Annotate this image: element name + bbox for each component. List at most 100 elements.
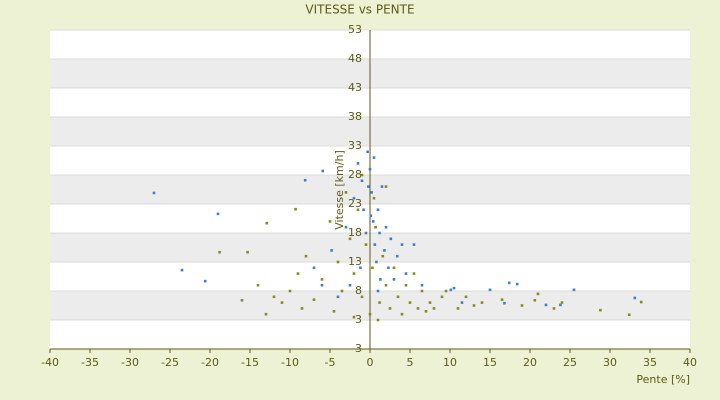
- point: [488, 288, 492, 292]
- point: [428, 301, 432, 304]
- point: [503, 301, 506, 305]
- point: [294, 207, 297, 211]
- point: [364, 231, 368, 235]
- x-axis-title: Pente [%]: [636, 373, 690, 386]
- x-tick-label: 30: [603, 356, 617, 369]
- point: [560, 301, 564, 304]
- point: [408, 301, 412, 304]
- point: [633, 296, 637, 300]
- point: [370, 191, 373, 194]
- point: [472, 304, 476, 307]
- point: [264, 312, 268, 316]
- point: [378, 231, 381, 235]
- point: [352, 272, 356, 275]
- point: [392, 278, 396, 281]
- point: [424, 310, 428, 313]
- point: [420, 289, 424, 293]
- point: [180, 268, 184, 272]
- point: [396, 295, 400, 299]
- point: [336, 295, 340, 299]
- point: [533, 298, 537, 302]
- point: [376, 318, 380, 322]
- point: [400, 243, 404, 246]
- point: [559, 303, 562, 307]
- point: [272, 295, 276, 299]
- y-tick-label: 48: [348, 52, 362, 65]
- point: [320, 278, 324, 281]
- x-tick-label: -30: [121, 356, 139, 369]
- point: [627, 313, 631, 317]
- point: [312, 298, 316, 301]
- point: [552, 307, 556, 310]
- point: [371, 220, 375, 223]
- y-tick-label: 18: [348, 226, 362, 239]
- x-tick-label: 40: [683, 356, 697, 369]
- point: [312, 266, 316, 270]
- x-tick-label: 25: [563, 356, 577, 369]
- point: [330, 249, 333, 252]
- point: [480, 301, 484, 304]
- point: [368, 312, 372, 316]
- point: [328, 220, 332, 223]
- point: [520, 304, 524, 307]
- point: [384, 283, 388, 287]
- point: [352, 196, 356, 200]
- x-tick-label: -25: [161, 356, 179, 369]
- point: [321, 169, 325, 173]
- point: [412, 272, 416, 275]
- point: [507, 281, 511, 285]
- point: [352, 315, 356, 319]
- point: [348, 237, 352, 241]
- y-tick-label: 23: [348, 197, 362, 210]
- point: [300, 307, 304, 310]
- point: [364, 243, 368, 246]
- point: [384, 225, 388, 229]
- y-tick-label: 33: [348, 139, 362, 152]
- point: [373, 243, 377, 246]
- point: [344, 225, 348, 229]
- y-tick-label: 8: [355, 284, 362, 297]
- point: [452, 286, 456, 290]
- point: [280, 301, 284, 304]
- point: [464, 295, 468, 299]
- point: [362, 208, 365, 212]
- point: [218, 250, 221, 254]
- point: [368, 167, 372, 171]
- point: [332, 310, 336, 313]
- point: [265, 221, 269, 225]
- point: [336, 260, 340, 264]
- point: [389, 237, 393, 241]
- point: [400, 312, 404, 316]
- point: [344, 191, 348, 194]
- point: [348, 283, 352, 287]
- point: [256, 283, 260, 287]
- y-axis-title: Vitesse [km/h]: [333, 150, 346, 230]
- point: [359, 266, 362, 270]
- point: [536, 292, 540, 296]
- point: [376, 208, 380, 212]
- point: [500, 298, 504, 301]
- point: [360, 173, 364, 177]
- y-tick-label: 13: [348, 255, 362, 268]
- point: [515, 282, 519, 286]
- point: [392, 266, 396, 270]
- x-tick-label: 5: [407, 356, 414, 369]
- point: [372, 196, 376, 200]
- point: [296, 272, 300, 275]
- point: [412, 243, 416, 246]
- point: [288, 289, 292, 293]
- point: [420, 283, 424, 287]
- point: [380, 185, 384, 188]
- point: [340, 289, 344, 293]
- point: [387, 266, 390, 270]
- point: [404, 272, 408, 275]
- point: [203, 279, 207, 283]
- point: [460, 301, 464, 304]
- x-tick-label: 20: [523, 356, 537, 369]
- x-tick-label: -10: [281, 356, 299, 369]
- x-tick-label: 10: [443, 356, 457, 369]
- point: [378, 301, 381, 304]
- point: [404, 283, 408, 287]
- chart-title: VITESSE vs PENTE: [305, 3, 414, 17]
